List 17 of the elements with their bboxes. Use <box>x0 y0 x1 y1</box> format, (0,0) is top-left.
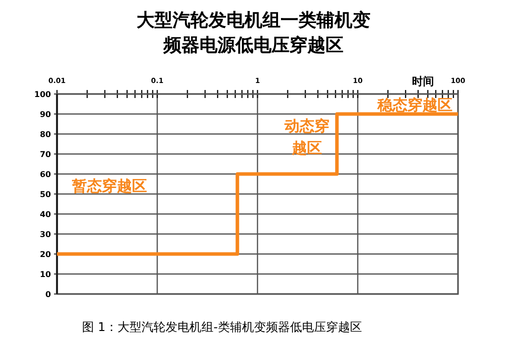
y-tick-label: 90 <box>40 110 52 119</box>
y-tick-label: 60 <box>40 170 52 179</box>
y-tick-label: 50 <box>40 190 52 199</box>
y-tick-label: 0 <box>45 290 52 299</box>
y-tick-label: 100 <box>34 90 52 99</box>
x-axis-title: 时间 <box>412 75 434 88</box>
y-tick-label: 10 <box>40 270 52 279</box>
y-tick-label: 20 <box>40 250 52 259</box>
y-tick-label: 80 <box>40 130 52 139</box>
chart-title: 大型汽轮发电机组一类辅机变频器电源低电压穿越区 <box>136 10 370 56</box>
caption: 图 1：大型汽轮发电机组-类辅机变频器低电压穿越区 <box>82 320 362 334</box>
y-tick-label: 70 <box>40 150 52 159</box>
annotation: 稳态穿越区 <box>376 96 452 114</box>
annotation: 动态穿越区 <box>284 117 330 157</box>
y-tick-label: 40 <box>40 210 52 219</box>
y-tick-label: 30 <box>40 230 52 239</box>
annotation: 暂态穿越区 <box>71 177 147 195</box>
